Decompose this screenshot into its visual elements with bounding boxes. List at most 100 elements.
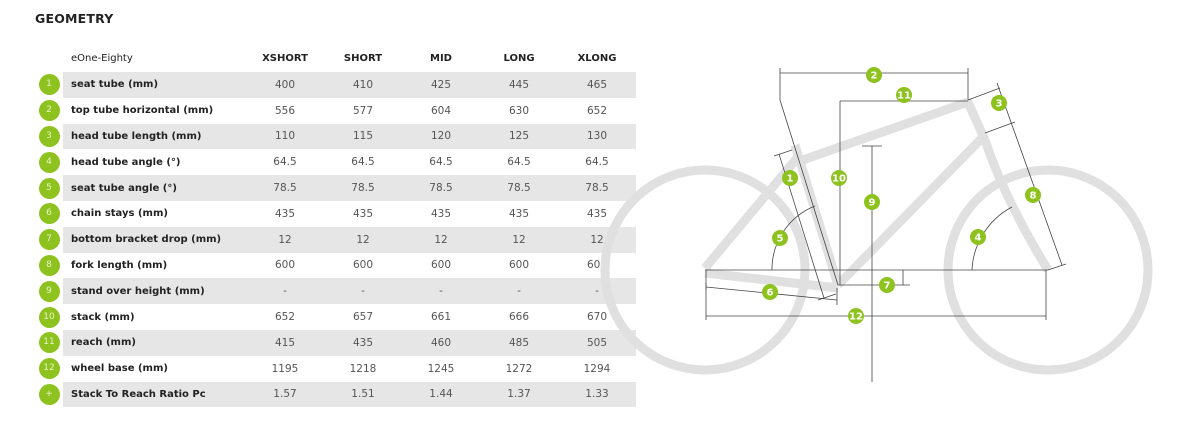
geometry-table: eOne-Eighty XSHORT SHORT MID LONG XLONG 1 sea…: [35, 44, 636, 408]
cell-value: -: [558, 278, 636, 305]
row-label: wheel base (mm): [71, 363, 168, 375]
cell-value: 652: [586, 104, 608, 117]
badge-number: 5: [777, 234, 784, 245]
row-label: seat tube (mm): [63, 72, 246, 98]
table-row: 10 stack (mm) 652 657 661 666 670: [35, 304, 636, 330]
row-number-badge: 1: [38, 74, 60, 96]
cell-value: 410: [324, 72, 402, 98]
model-name: eOne-Eighty: [71, 52, 133, 64]
row-number-badge: 7: [38, 229, 60, 251]
row-label: stack (mm): [71, 311, 135, 323]
cell-value: 657: [352, 311, 374, 324]
cell-value: -: [480, 278, 558, 305]
cell-value: 556: [274, 104, 296, 117]
table-row: 7 bottom bracket drop (mm) 12 12 12 12 12: [35, 226, 636, 253]
table-row: 9 stand over height (mm) - - - - -: [35, 278, 636, 305]
cell-value: 110: [246, 123, 324, 150]
badge-number: 4: [975, 233, 982, 244]
size-header: XSHORT: [262, 52, 308, 64]
row-label: seat tube angle (°): [63, 175, 246, 201]
cell-value: 64.5: [429, 156, 453, 169]
cell-value: 78.5: [324, 175, 402, 201]
row-label: head tube angle (°): [71, 156, 181, 168]
cell-value: 12: [246, 226, 324, 253]
row-number-badge: 8: [38, 254, 60, 276]
cell-value: 64.5: [507, 156, 531, 169]
cell-value: 125: [480, 123, 558, 150]
table-row: 12 wheel base (mm) 1195 1218 1245 1272 1294: [35, 355, 636, 382]
dimension-lines: [705, 68, 1067, 382]
seat-stay: [701, 155, 801, 271]
diagram-badge: 2: [866, 67, 882, 83]
cell-value: 485: [480, 329, 558, 356]
cell-value: 12: [480, 226, 558, 253]
diagram-badge: 3: [991, 95, 1007, 111]
chain-stay: [704, 268, 839, 293]
cell-value: 460: [402, 329, 480, 356]
diagram-badge: 9: [864, 194, 880, 210]
row-number-badge: 11: [38, 332, 60, 354]
diagram-badge: 12: [848, 308, 864, 324]
row-label: head tube length (mm): [63, 123, 246, 150]
cell-value: 577: [352, 104, 374, 117]
size-header: SHORT: [343, 52, 383, 64]
cell-value: 78.5: [246, 175, 324, 201]
cell-value: 425: [402, 72, 480, 98]
table-row: 8 fork length (mm) 600 600 600 600 600: [35, 252, 636, 279]
cell-value: 120: [402, 123, 480, 150]
row-label: Stack To Reach Ratio Pc: [63, 381, 246, 408]
table-row: 4 head tube angle (°) 64.5 64.5 64.5 64.5 64.5: [35, 149, 636, 176]
row-label: top tube horizontal (mm): [71, 105, 214, 117]
row-label: fork length (mm): [71, 259, 168, 271]
cell-value: 415: [246, 329, 324, 356]
row-label: bottom bracket drop (mm): [63, 226, 246, 253]
badge-number: 12: [849, 312, 863, 323]
badge-number: 8: [1030, 191, 1037, 202]
cell-value: 1.57: [246, 381, 324, 408]
row-number-badge: 12: [38, 358, 60, 380]
cell-value: 1.51: [324, 381, 402, 408]
cell-value: 1245: [427, 362, 455, 375]
cell-value: 600: [508, 259, 530, 272]
table-row: + Stack To Reach Ratio Pc 1.57 1.51 1.44 1.37…: [35, 381, 636, 408]
badge-number: 6: [767, 288, 774, 299]
table-row: 2 top tube horizontal (mm) 556 577 604 630 652: [35, 97, 636, 124]
cell-value: 1.33: [558, 381, 636, 408]
cell-value: 465: [558, 72, 636, 98]
cell-value: 400: [246, 72, 324, 98]
badge-number: 10: [832, 174, 846, 185]
table-row: 1 seat tube (mm) 400 410 425 445 465: [35, 72, 636, 98]
cell-value: 78.5: [480, 175, 558, 201]
row-number-badge: +: [38, 383, 60, 405]
diagram-badge: 6: [762, 284, 778, 300]
cell-value: 130: [558, 123, 636, 150]
cell-value: 1195: [271, 362, 299, 375]
diagram-badge: 10: [831, 170, 847, 186]
badge-number: 9: [869, 198, 876, 209]
cell-value: 630: [508, 104, 530, 117]
row-label: chain stays (mm): [71, 208, 168, 220]
head-tube: [962, 98, 990, 142]
cell-value: 78.5: [402, 175, 480, 201]
table-row: 6 chain stays (mm) 435 435 435 435 435: [35, 200, 636, 227]
cell-value: 64.5: [351, 156, 375, 169]
cell-value: 1294: [583, 362, 611, 375]
cell-value: -: [246, 278, 324, 305]
cell-value: 435: [324, 329, 402, 356]
table-header: eOne-Eighty XSHORT SHORT MID LONG XLONG: [35, 44, 636, 72]
cell-value: 666: [508, 311, 530, 324]
diagram-badge: 5: [772, 230, 788, 246]
diagram-badge: 11: [896, 87, 912, 103]
cell-value: 12: [402, 226, 480, 253]
cell-value: 435: [508, 207, 530, 220]
fork: [980, 138, 1052, 273]
cell-value: 64.5: [273, 156, 297, 169]
cell-value: 661: [430, 311, 452, 324]
cell-value: 12: [558, 226, 636, 253]
cell-value: 12: [324, 226, 402, 253]
table-row: 11 reach (mm) 415 435 460 485 505: [35, 329, 636, 356]
row-number-badge: 10: [38, 306, 60, 328]
badge-number: 11: [897, 91, 911, 102]
